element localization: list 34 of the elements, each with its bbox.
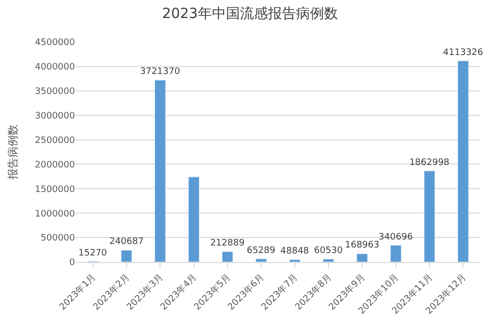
- bar: [458, 60, 469, 262]
- y-tick-label: 1000000: [34, 209, 76, 220]
- bar: [390, 245, 402, 262]
- y-tick-label: 4000000: [34, 62, 76, 73]
- data-label: 3721370: [140, 67, 180, 78]
- bar: [424, 170, 436, 262]
- bar: [154, 80, 166, 262]
- bar: [356, 253, 368, 262]
- data-label: 65289: [246, 246, 276, 256]
- data-label: 60530: [314, 246, 343, 256]
- data-label: 1862998: [409, 158, 450, 168]
- y-tick-label: 2500000: [34, 136, 76, 146]
- bar: [289, 259, 300, 262]
- y-tick-label: 4500000: [34, 38, 76, 48]
- y-tick-label: 2000000: [34, 160, 76, 170]
- bar: [120, 250, 132, 262]
- data-label: 340696: [378, 232, 414, 242]
- data-label: 48848: [280, 246, 310, 257]
- bar: [222, 251, 234, 262]
- y-tick-label: 3000000: [34, 111, 76, 122]
- y-tick-label: 0: [69, 258, 76, 268]
- data-label: 240687: [109, 237, 144, 248]
- bar: [188, 176, 200, 262]
- data-label: 4113326: [442, 48, 484, 58]
- y-tick-label: 1500000: [34, 184, 76, 195]
- y-tick-label: 500000: [40, 234, 76, 244]
- data-label: 168963: [344, 240, 380, 251]
- bar: [322, 258, 334, 262]
- y-tick-label: 3500000: [34, 87, 76, 98]
- data-label: 212889: [210, 238, 245, 249]
- chart-title: 2023年中国流感报告病例数: [162, 6, 338, 22]
- y-axis-title: 报告病例数: [6, 124, 20, 180]
- bar: [256, 258, 267, 262]
- data-label: 15270: [78, 248, 108, 258]
